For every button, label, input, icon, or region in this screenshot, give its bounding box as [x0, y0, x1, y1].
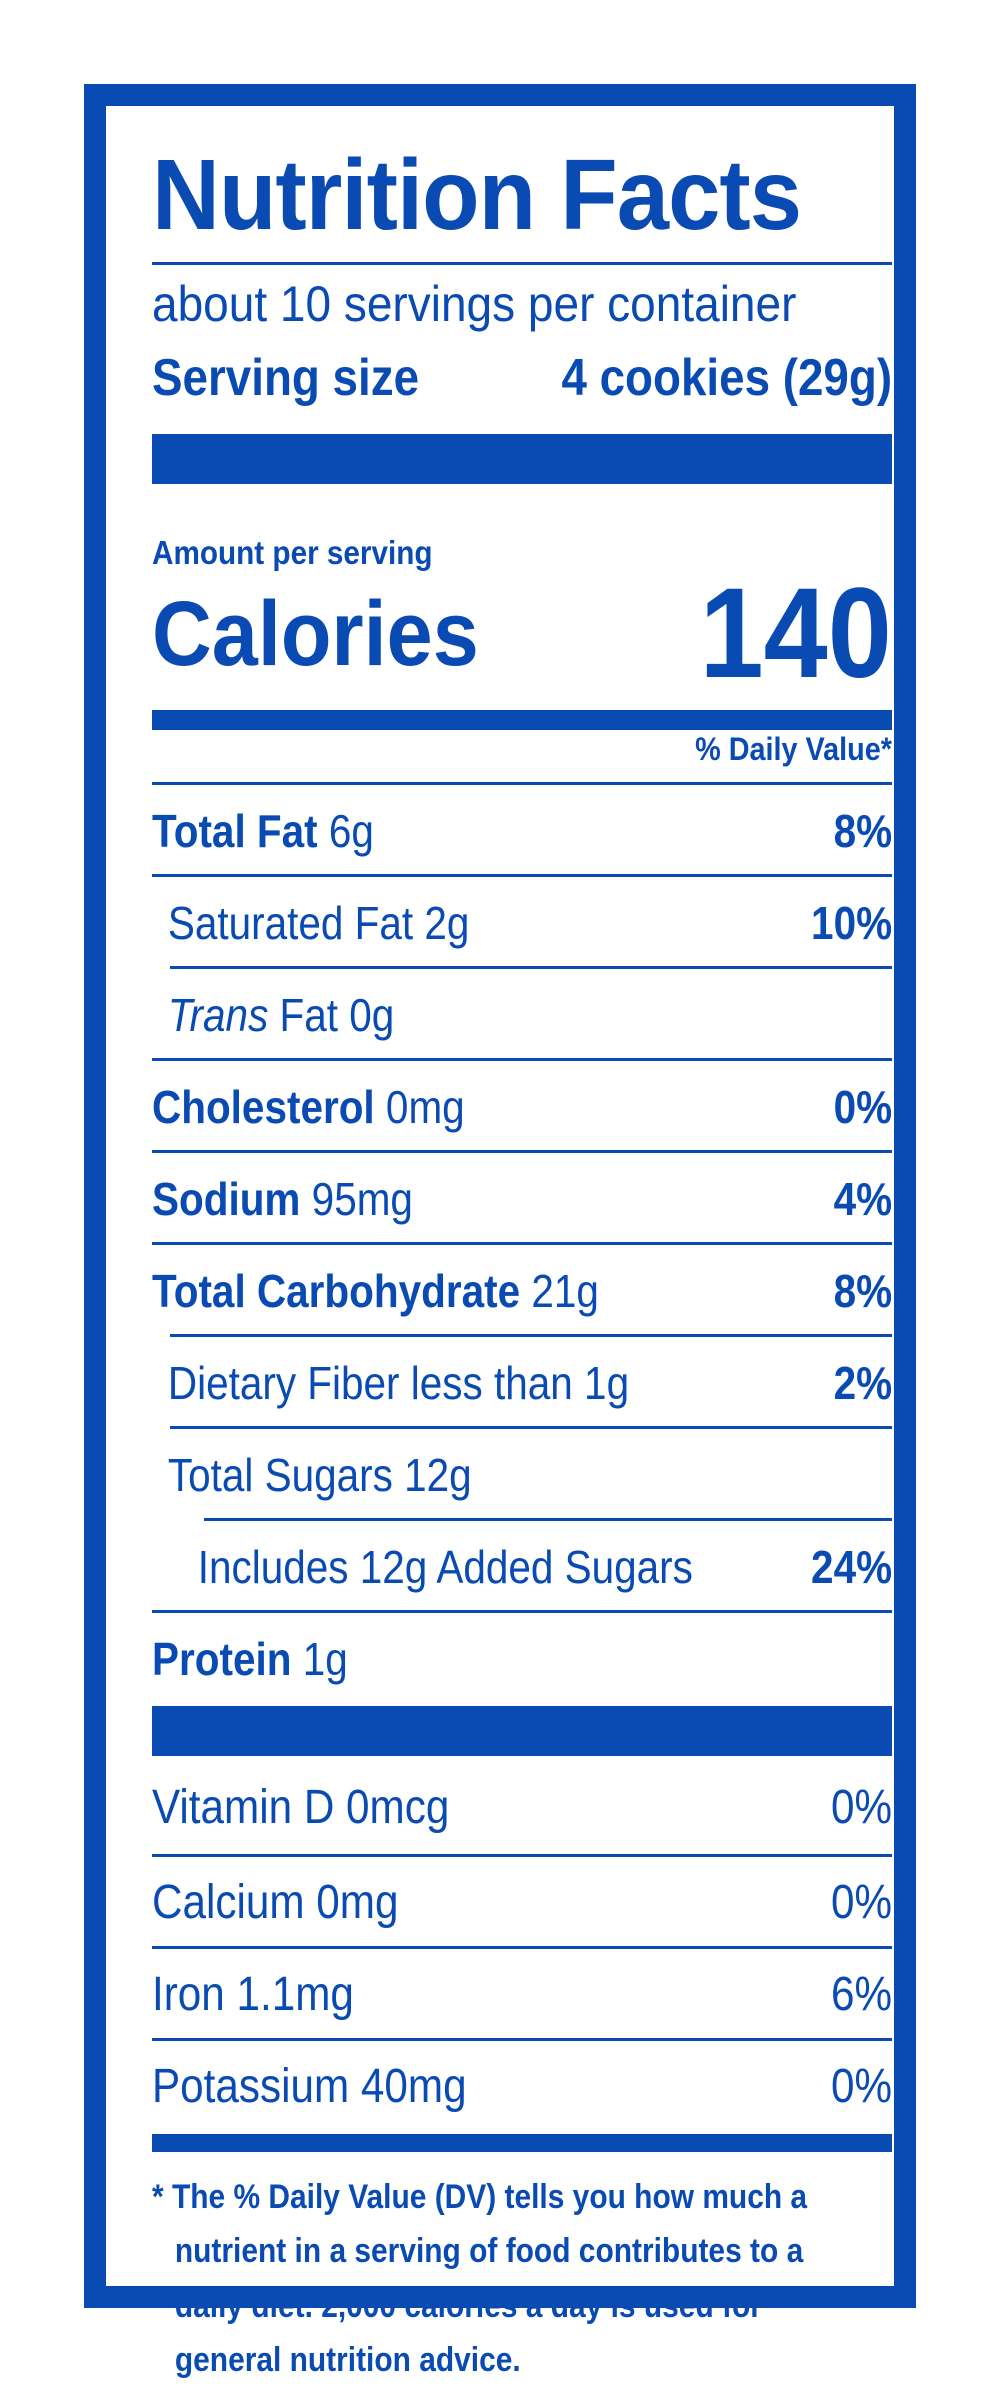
nutrient-dv: 10% [811, 897, 893, 949]
divider [152, 874, 892, 877]
divider [152, 1150, 892, 1153]
nutrient-row-total-sugars: Total Sugars 12g [152, 1431, 892, 1519]
calories-row: Calories 140 [152, 570, 892, 698]
vitamin-dv: 0% [831, 1876, 893, 1929]
nutrient-row-total-carbohydrate: Total Carbohydrate 21g 8% [152, 1247, 892, 1335]
vitamin-name: Calcium 0mg [152, 1876, 399, 1929]
thick-divider [152, 1706, 892, 1756]
medium-divider [152, 2134, 892, 2152]
serving-size-row: Serving size 4 cookies (29g) [152, 348, 892, 408]
divider [170, 1426, 892, 1429]
nutrient-amount: less than 1g [410, 1357, 630, 1409]
nutrient-amount: 12g [404, 1449, 472, 1501]
amount-per-serving-text: Amount per serving [152, 533, 433, 571]
nutrient-amount: 6g [328, 805, 374, 857]
nutrient-amount: 0mg [385, 1081, 465, 1133]
nutrient-name: Protein [152, 1633, 292, 1685]
divider [152, 1058, 892, 1061]
nutrient-dv: 4% [833, 1173, 893, 1225]
daily-value-header-text: % Daily Value* [695, 731, 892, 767]
nutrient-amount: 0g [349, 989, 395, 1041]
daily-value-header: % Daily Value* [152, 724, 892, 774]
servings-text: about 10 servings per container [152, 276, 797, 332]
nutrient-name: Includes 12g Added Sugars [197, 1541, 693, 1593]
vitamin-row-potassium: Potassium 40mg 0% [152, 2043, 892, 2131]
calories-value: 140 [699, 562, 892, 705]
serving-size-label: Serving size [152, 349, 420, 407]
vitamin-row-vitamin-d: Vitamin D 0mcg 0% [152, 1764, 892, 1852]
nutrient-dv: 8% [833, 805, 893, 857]
nutrient-row-trans-fat: Trans Fat 0g [152, 971, 892, 1059]
nutrient-dv: 8% [833, 1265, 893, 1317]
divider [152, 1854, 892, 1857]
vitamin-name: Vitamin D 0mcg [152, 1781, 450, 1834]
divider [152, 1610, 892, 1613]
vitamin-name: Iron 1.1mg [152, 1968, 354, 2021]
nutrient-name: Dietary Fiber [167, 1357, 400, 1409]
vitamin-row-calcium: Calcium 0mg 0% [152, 1859, 892, 1947]
thick-divider [152, 434, 892, 484]
divider [152, 2038, 892, 2041]
title-text: Nutrition Facts [152, 139, 802, 251]
nutrient-amount: 21g [531, 1265, 599, 1317]
nutrition-label: Nutrition Facts about 10 servings per co… [84, 84, 916, 2379]
divider [170, 966, 892, 969]
vitamin-dv: 0% [831, 1781, 893, 1834]
medium-divider [152, 710, 892, 730]
nutrient-row-sodium: Sodium 95mg 4% [152, 1155, 892, 1243]
nutrient-name: Sodium [152, 1173, 301, 1225]
nutrient-row-total-fat: Total Fat 6g 8% [152, 787, 892, 875]
daily-value-footnote: * The % Daily Value (DV) tells you how m… [152, 2178, 808, 2380]
divider [152, 1946, 892, 1949]
nutrient-name-suffix: Fat [279, 989, 339, 1041]
nutrient-name: Total Fat [152, 805, 318, 857]
nutrient-name: Trans [167, 989, 269, 1041]
nutrient-dv: 2% [833, 1357, 893, 1409]
nutrient-dv: 0% [833, 1081, 893, 1133]
divider [152, 262, 892, 265]
divider [152, 1242, 892, 1245]
nutrient-name: Total Sugars [167, 1449, 393, 1501]
vitamin-row-iron: Iron 1.1mg 6% [152, 1951, 892, 2039]
servings-per-container: about 10 servings per container [152, 274, 892, 334]
nutrient-name: Saturated Fat [167, 897, 414, 949]
divider [170, 1334, 892, 1337]
nutrient-row-dietary-fiber: Dietary Fiber less than 1g 2% [152, 1339, 892, 1427]
nutrient-amount: 95mg [311, 1173, 413, 1225]
nutrition-label-body: Nutrition Facts about 10 servings per co… [152, 144, 892, 2379]
nutrient-amount: 2g [424, 897, 470, 949]
amount-per-serving: Amount per serving [152, 534, 892, 570]
nutrient-row-added-sugars: Includes 12g Added Sugars 24% [152, 1523, 892, 1611]
label-title: Nutrition Facts [152, 144, 892, 246]
nutrient-amount: 1g [302, 1633, 348, 1685]
vitamin-dv: 0% [831, 2060, 893, 2113]
nutrient-dv: 24% [811, 1541, 893, 1593]
serving-size-value: 4 cookies (29g) [561, 349, 893, 407]
nutrient-row-cholesterol: Cholesterol 0mg 0% [152, 1063, 892, 1151]
vitamin-dv: 6% [831, 1968, 893, 2021]
nutrient-row-protein: Protein 1g [152, 1615, 892, 1703]
divider [152, 782, 892, 785]
vitamin-name: Potassium 40mg [152, 2060, 467, 2113]
divider [204, 1518, 892, 1521]
nutrient-row-saturated-fat: Saturated Fat 2g 10% [152, 879, 892, 967]
nutrient-name: Total Carbohydrate [152, 1265, 521, 1317]
calories-label: Calories [152, 583, 479, 685]
nutrient-name: Cholesterol [152, 1081, 375, 1133]
